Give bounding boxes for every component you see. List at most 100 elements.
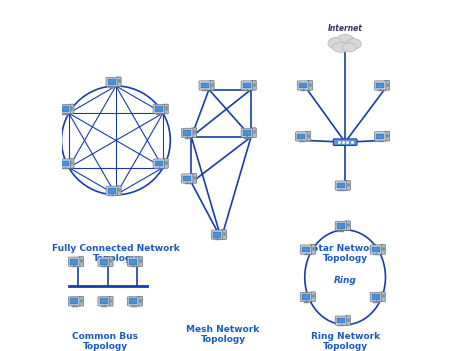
FancyBboxPatch shape (61, 106, 69, 112)
Ellipse shape (328, 38, 343, 49)
FancyBboxPatch shape (163, 104, 168, 114)
FancyBboxPatch shape (108, 79, 116, 85)
FancyBboxPatch shape (335, 221, 346, 231)
FancyBboxPatch shape (376, 82, 384, 88)
FancyBboxPatch shape (345, 221, 350, 231)
FancyBboxPatch shape (345, 180, 350, 190)
FancyBboxPatch shape (137, 257, 143, 266)
FancyBboxPatch shape (384, 131, 390, 141)
Text: Ring Network
Topology: Ring Network Topology (311, 332, 380, 351)
FancyBboxPatch shape (241, 81, 253, 90)
FancyBboxPatch shape (302, 247, 310, 252)
FancyBboxPatch shape (129, 298, 137, 304)
FancyBboxPatch shape (251, 80, 256, 90)
FancyBboxPatch shape (59, 159, 70, 168)
FancyBboxPatch shape (380, 292, 385, 302)
FancyBboxPatch shape (59, 105, 70, 114)
FancyBboxPatch shape (116, 186, 121, 196)
FancyBboxPatch shape (182, 128, 193, 138)
Ellipse shape (336, 34, 355, 48)
FancyBboxPatch shape (213, 232, 221, 238)
FancyBboxPatch shape (128, 257, 139, 266)
FancyBboxPatch shape (297, 81, 309, 90)
FancyBboxPatch shape (243, 130, 251, 136)
FancyBboxPatch shape (137, 296, 143, 306)
FancyBboxPatch shape (68, 297, 80, 306)
Text: Fully Connected Network
Topology: Fully Connected Network Topology (52, 244, 180, 263)
FancyBboxPatch shape (201, 82, 209, 88)
FancyBboxPatch shape (78, 296, 83, 306)
FancyBboxPatch shape (335, 181, 346, 190)
FancyBboxPatch shape (337, 223, 345, 229)
FancyBboxPatch shape (155, 161, 163, 166)
Text: Mesh Network
Topology: Mesh Network Topology (186, 325, 260, 344)
FancyBboxPatch shape (384, 80, 390, 90)
Text: Ring: Ring (334, 276, 356, 285)
Ellipse shape (346, 39, 361, 49)
FancyBboxPatch shape (183, 130, 191, 136)
FancyBboxPatch shape (211, 230, 223, 239)
FancyBboxPatch shape (310, 245, 315, 254)
FancyBboxPatch shape (70, 298, 78, 304)
FancyBboxPatch shape (310, 292, 315, 302)
FancyBboxPatch shape (374, 132, 386, 141)
FancyBboxPatch shape (333, 139, 357, 145)
FancyBboxPatch shape (69, 159, 74, 168)
FancyBboxPatch shape (297, 133, 305, 139)
FancyBboxPatch shape (98, 297, 109, 306)
FancyBboxPatch shape (129, 259, 137, 265)
FancyBboxPatch shape (183, 176, 191, 181)
FancyBboxPatch shape (372, 247, 380, 252)
Text: Star Network
Topology: Star Network Topology (312, 244, 380, 263)
FancyBboxPatch shape (108, 257, 113, 266)
FancyBboxPatch shape (335, 316, 346, 325)
FancyBboxPatch shape (68, 257, 80, 266)
FancyBboxPatch shape (155, 106, 163, 112)
FancyBboxPatch shape (299, 82, 307, 88)
FancyBboxPatch shape (153, 159, 164, 168)
Text: Common Bus
Topology: Common Bus Topology (73, 332, 138, 351)
FancyBboxPatch shape (108, 296, 113, 306)
FancyBboxPatch shape (209, 80, 214, 90)
FancyBboxPatch shape (191, 128, 197, 138)
FancyBboxPatch shape (372, 294, 380, 300)
FancyBboxPatch shape (370, 292, 382, 302)
FancyBboxPatch shape (302, 294, 310, 300)
FancyBboxPatch shape (69, 104, 74, 114)
FancyBboxPatch shape (163, 159, 168, 168)
FancyBboxPatch shape (241, 128, 253, 138)
FancyBboxPatch shape (116, 77, 121, 87)
FancyBboxPatch shape (106, 77, 118, 87)
FancyBboxPatch shape (191, 173, 197, 183)
FancyBboxPatch shape (100, 259, 108, 265)
Text: Internet: Internet (328, 24, 363, 33)
FancyBboxPatch shape (376, 133, 384, 139)
FancyBboxPatch shape (251, 128, 256, 138)
FancyBboxPatch shape (128, 297, 139, 306)
Ellipse shape (342, 43, 356, 52)
FancyBboxPatch shape (370, 245, 382, 254)
FancyBboxPatch shape (78, 257, 83, 266)
FancyBboxPatch shape (61, 161, 69, 166)
FancyBboxPatch shape (345, 316, 350, 325)
FancyBboxPatch shape (153, 105, 164, 114)
FancyBboxPatch shape (70, 259, 78, 265)
FancyBboxPatch shape (182, 174, 193, 183)
FancyBboxPatch shape (108, 188, 116, 194)
FancyBboxPatch shape (221, 230, 227, 239)
FancyBboxPatch shape (337, 183, 345, 188)
FancyBboxPatch shape (100, 298, 108, 304)
Ellipse shape (332, 42, 349, 52)
FancyBboxPatch shape (306, 131, 310, 141)
FancyBboxPatch shape (106, 186, 118, 196)
FancyBboxPatch shape (199, 81, 210, 90)
FancyBboxPatch shape (296, 132, 307, 141)
FancyBboxPatch shape (300, 245, 312, 254)
FancyBboxPatch shape (307, 80, 312, 90)
FancyBboxPatch shape (374, 81, 386, 90)
FancyBboxPatch shape (300, 292, 312, 302)
FancyBboxPatch shape (243, 82, 251, 88)
FancyBboxPatch shape (380, 245, 385, 254)
FancyBboxPatch shape (337, 318, 345, 324)
FancyBboxPatch shape (98, 257, 109, 266)
